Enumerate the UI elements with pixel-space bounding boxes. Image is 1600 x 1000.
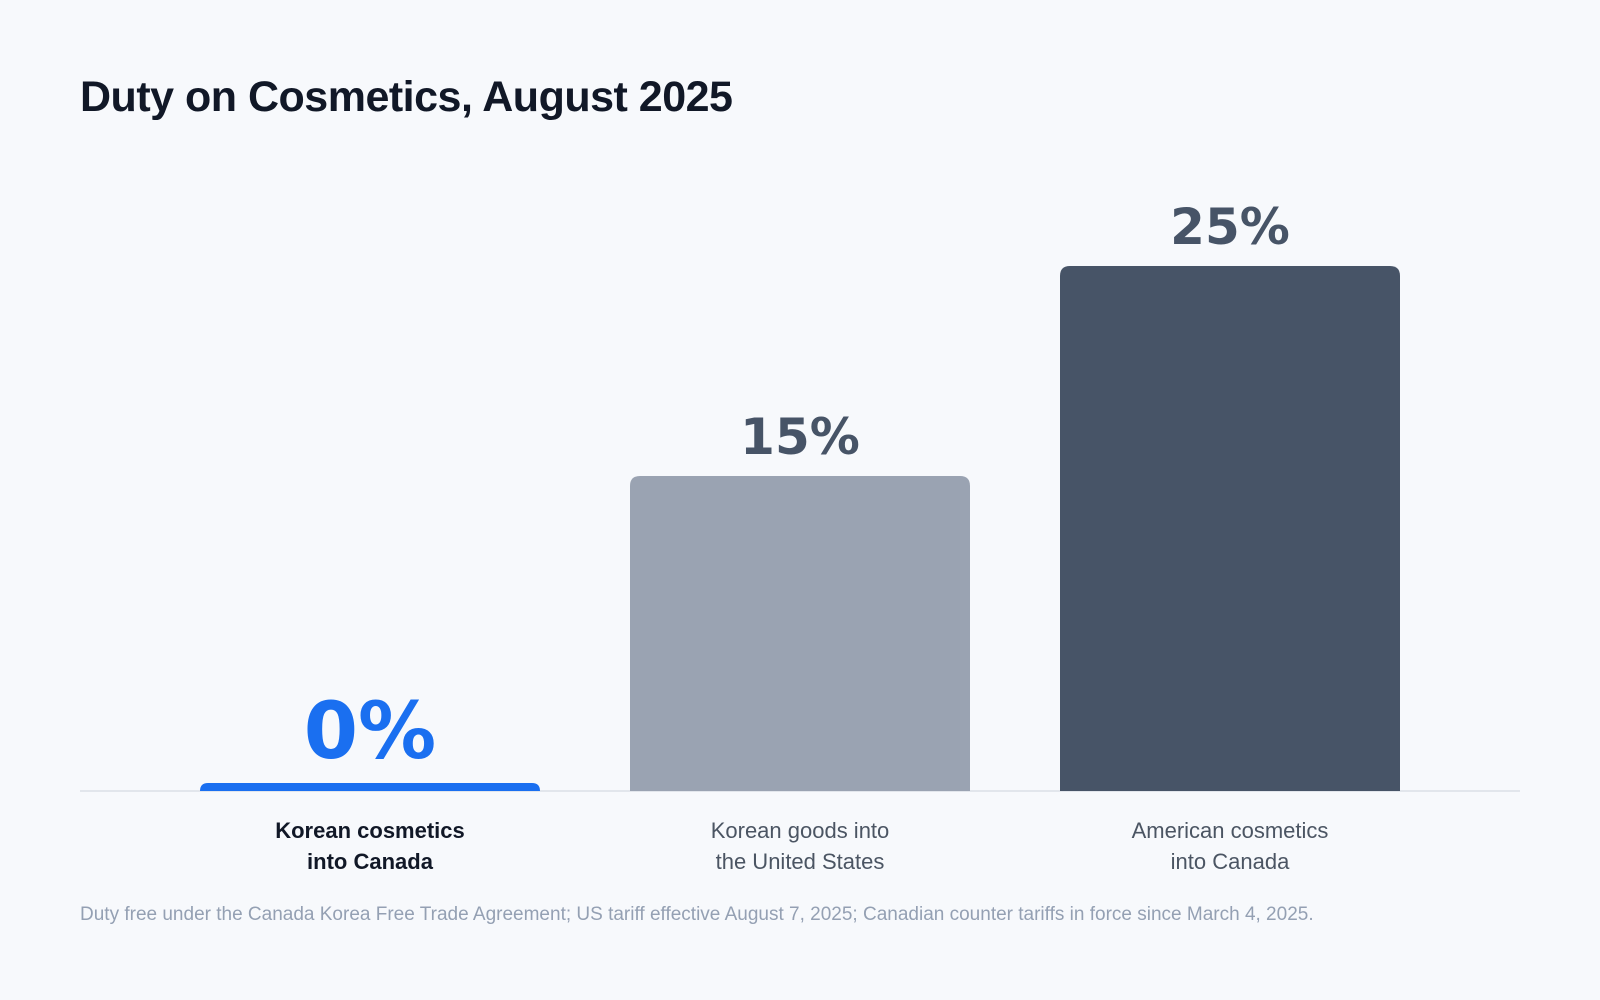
bar-value-label-0: 0% bbox=[304, 687, 436, 777]
chart-footnote: Duty free under the Canada Korea Free Tr… bbox=[80, 904, 1314, 925]
bar-2 bbox=[1060, 266, 1400, 791]
category-label-2-line-1: into Canada bbox=[1171, 849, 1290, 874]
category-label-0-line-1: into Canada bbox=[307, 849, 434, 874]
category-label-0-line-0: Korean cosmetics bbox=[275, 818, 465, 843]
category-label-1-line-1: the United States bbox=[716, 849, 885, 874]
chart-title: Duty on Cosmetics, August 2025 bbox=[80, 73, 733, 121]
bar-1 bbox=[630, 476, 970, 791]
category-label-1-line-0: Korean goods into bbox=[711, 818, 890, 843]
bar-value-label-2: 25% bbox=[1170, 198, 1290, 256]
bar-0 bbox=[200, 783, 540, 791]
bar-chart: 0% Korean cosmetics into Canada 15% Korean g… bbox=[80, 198, 1520, 874]
category-label-2-line-0: American cosmetics bbox=[1132, 818, 1329, 843]
bar-value-label-1: 15% bbox=[740, 408, 860, 466]
